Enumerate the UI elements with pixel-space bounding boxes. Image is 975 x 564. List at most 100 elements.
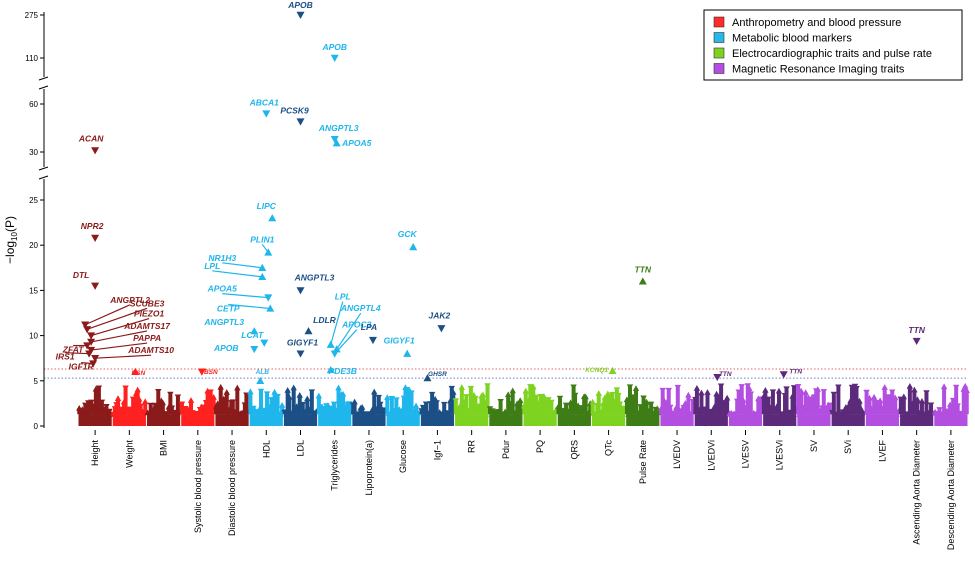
gene-label: ALB bbox=[255, 369, 270, 376]
category-band-base bbox=[420, 414, 455, 426]
background-column bbox=[352, 401, 357, 415]
category-band-18 bbox=[692, 383, 731, 426]
category-band-1 bbox=[110, 385, 149, 426]
background-column bbox=[503, 411, 508, 415]
background-column bbox=[896, 411, 901, 415]
category-band-24 bbox=[897, 383, 936, 426]
background-column bbox=[77, 408, 82, 415]
gene-point-jak2 bbox=[437, 325, 446, 333]
background-column bbox=[287, 397, 292, 415]
legend-swatch bbox=[713, 63, 725, 74]
background-column bbox=[784, 388, 789, 415]
gene-label: LPL bbox=[335, 292, 351, 302]
background-column bbox=[385, 397, 390, 415]
category-label: LVEDVi bbox=[706, 440, 716, 471]
background-column bbox=[859, 408, 864, 415]
category-band-base bbox=[557, 414, 591, 426]
background-column bbox=[649, 404, 654, 415]
background-column bbox=[864, 392, 869, 415]
legend-label: Metabolic blood markers bbox=[732, 33, 852, 45]
category-label: BMI bbox=[159, 440, 169, 456]
category-label: LVESVi bbox=[775, 440, 785, 470]
background-column bbox=[321, 408, 326, 415]
category-band-0 bbox=[76, 385, 115, 426]
category-band-15 bbox=[589, 387, 628, 426]
background-column bbox=[348, 412, 353, 415]
y-tick-label: 15 bbox=[29, 286, 38, 295]
gene-point-dtl bbox=[91, 282, 100, 290]
background-column bbox=[590, 401, 595, 415]
category-label: Descending Aorta Diameter bbox=[946, 440, 956, 550]
background-column bbox=[756, 398, 761, 415]
background-column bbox=[389, 398, 394, 415]
label-connector bbox=[95, 354, 152, 359]
background-column bbox=[336, 387, 341, 415]
category-band-4 bbox=[212, 383, 252, 426]
background-column bbox=[624, 399, 629, 415]
background-column bbox=[792, 387, 797, 415]
background-column bbox=[611, 400, 616, 415]
background-column bbox=[573, 395, 578, 415]
gene-label: ANGPTL3 bbox=[318, 123, 359, 133]
gene-label: SCUBE3 bbox=[130, 298, 165, 308]
y-axis-label: −log10(P) bbox=[3, 216, 19, 264]
background-column bbox=[546, 399, 551, 415]
background-column bbox=[148, 405, 153, 415]
category-label: LVEF bbox=[877, 440, 887, 462]
background-column bbox=[201, 407, 206, 415]
background-column bbox=[557, 398, 562, 415]
background-column bbox=[99, 402, 104, 415]
gene-label: PIEZO1 bbox=[134, 309, 165, 319]
background-column bbox=[675, 387, 680, 415]
background-column bbox=[96, 388, 101, 415]
gene-point-piezo1 bbox=[87, 332, 96, 340]
background-column bbox=[588, 403, 593, 415]
category-label: Weight bbox=[124, 440, 134, 468]
legend-label: Magnetic Resonance Imaging traits bbox=[732, 64, 905, 76]
background-column bbox=[485, 385, 490, 415]
gene-point-gigyf1 bbox=[296, 350, 305, 358]
background-column bbox=[523, 390, 528, 415]
background-column bbox=[451, 392, 456, 415]
background-column bbox=[776, 390, 781, 415]
gene-point-bsn bbox=[131, 367, 140, 375]
y-tick-label: 0 bbox=[34, 422, 39, 431]
background-column bbox=[716, 396, 721, 415]
gene-label: ANGPTL3 bbox=[203, 317, 244, 327]
background-column bbox=[656, 412, 661, 415]
gene-label: IRS1 bbox=[56, 352, 75, 362]
background-column bbox=[297, 395, 302, 415]
background-column bbox=[955, 405, 960, 415]
gene-label: PCSK9 bbox=[280, 106, 309, 116]
gene-label: BSN bbox=[131, 370, 145, 377]
background-column bbox=[954, 387, 959, 415]
gene-label: ABCA1 bbox=[249, 98, 280, 108]
gene-label: TTN bbox=[789, 368, 802, 375]
background-column bbox=[786, 412, 791, 415]
background-column bbox=[305, 398, 310, 415]
background-column bbox=[397, 409, 402, 415]
background-column bbox=[442, 404, 447, 415]
background-column bbox=[468, 388, 473, 415]
category-band-base bbox=[626, 414, 660, 426]
background-column bbox=[244, 395, 249, 415]
label-connector bbox=[65, 352, 90, 355]
gene-label: GIGYF1 bbox=[384, 336, 415, 346]
background-column bbox=[131, 399, 136, 415]
background-column bbox=[882, 387, 887, 415]
gene-point-scube3 bbox=[83, 326, 92, 334]
background-column bbox=[341, 394, 346, 415]
gene-label: CETP bbox=[217, 303, 240, 313]
legend-swatch bbox=[713, 16, 725, 28]
category-label: Height bbox=[90, 440, 100, 467]
category-band-base bbox=[763, 414, 797, 426]
category-label: LDL bbox=[296, 440, 306, 457]
background-column bbox=[327, 408, 332, 415]
background-column bbox=[116, 398, 121, 415]
category-band-7 bbox=[315, 384, 354, 426]
y-tick-label: 5 bbox=[34, 377, 39, 386]
background-column bbox=[394, 399, 399, 415]
background-column bbox=[924, 392, 929, 415]
background-column bbox=[655, 408, 660, 415]
gene-point-apoa5 bbox=[332, 139, 341, 147]
